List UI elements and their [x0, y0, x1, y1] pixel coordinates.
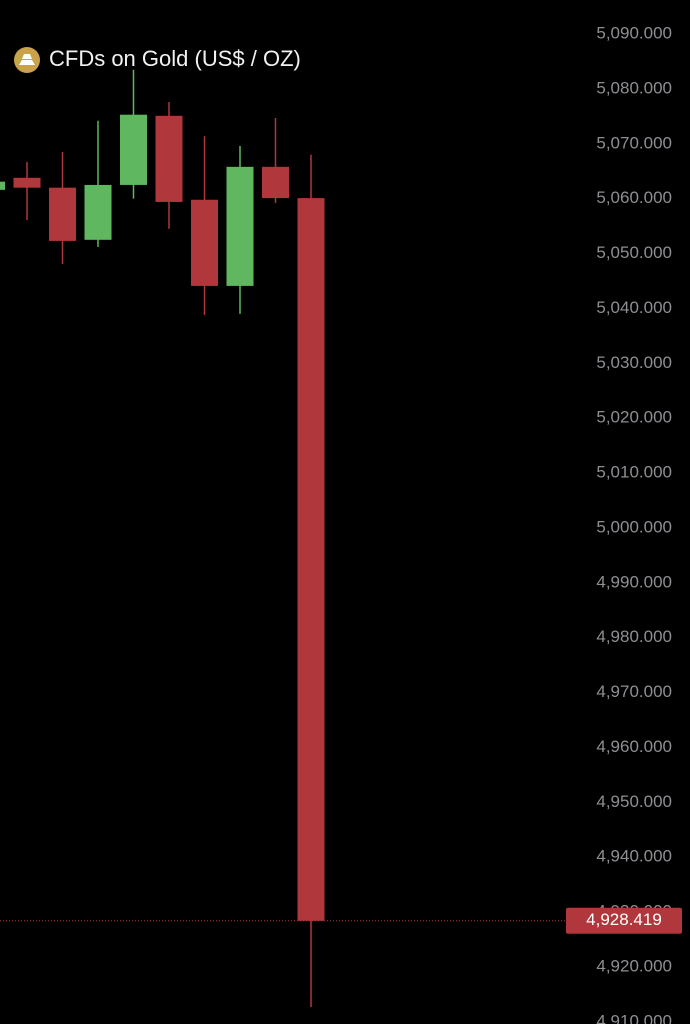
y-tick-label: 5,080.000 — [596, 78, 672, 97]
candle-body — [226, 166, 254, 286]
y-tick-label: 5,090.000 — [596, 24, 672, 43]
candle-body — [120, 114, 147, 185]
gold-icon — [14, 47, 40, 73]
y-tick-label: 4,910.000 — [596, 1011, 672, 1024]
y-tick-label: 5,010.000 — [596, 463, 672, 482]
y-tick-label: 4,960.000 — [596, 737, 672, 756]
y-tick-label: 4,990.000 — [596, 572, 672, 591]
y-tick-label: 5,060.000 — [596, 188, 672, 207]
y-tick-label: 5,000.000 — [596, 517, 672, 536]
last-price-badge — [566, 907, 682, 934]
chart-title: CFDs on Gold (US$ / OZ) — [49, 46, 301, 71]
y-tick-label: 5,070.000 — [596, 133, 672, 152]
y-tick-label: 4,950.000 — [596, 792, 672, 811]
last-price-label: 4,928.419 — [586, 910, 662, 929]
candle-body — [191, 199, 218, 286]
candle-body — [49, 187, 76, 241]
candle-body — [84, 184, 112, 240]
y-tick-label: 4,920.000 — [596, 956, 672, 975]
y-tick-label: 4,970.000 — [596, 682, 672, 701]
plot: 5,090.000 5,080.000 5,070.000 5,060.000 5,05… — [0, 24, 682, 1024]
y-tick-label: 5,050.000 — [596, 243, 672, 262]
candle-body — [13, 177, 41, 188]
candle-body — [262, 166, 289, 199]
candle-body — [0, 181, 5, 190]
candle-body — [297, 198, 325, 921]
y-tick-label: 5,020.000 — [596, 408, 672, 427]
candle-body — [155, 115, 183, 202]
y-tick-label: 4,940.000 — [596, 847, 672, 866]
y-tick-label: 5,030.000 — [596, 353, 672, 372]
y-tick-label: 4,980.000 — [596, 627, 672, 646]
y-tick-label: 5,040.000 — [596, 298, 672, 317]
